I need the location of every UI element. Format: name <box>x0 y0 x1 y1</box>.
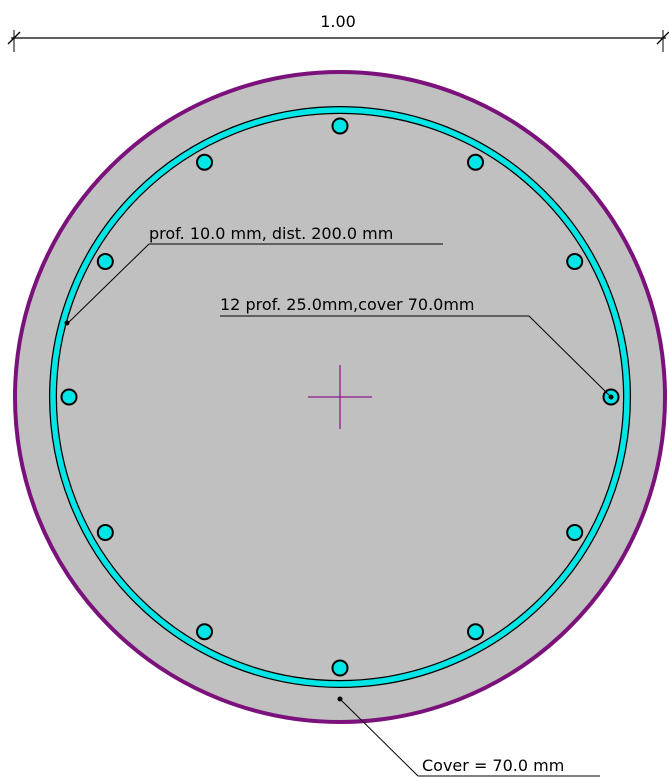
rebar <box>467 623 484 641</box>
rebar <box>96 524 114 541</box>
stirrup-leader-dot <box>64 320 70 326</box>
centroid-marker <box>308 365 372 429</box>
bars-annotation: 12 prof. 25.0mm,cover 70.0mm <box>220 295 610 396</box>
cover-leader-line <box>339 698 419 777</box>
dimension-value: 1.00 <box>320 12 356 31</box>
rebar <box>467 153 484 171</box>
stirrup-ring <box>49 106 631 688</box>
rebar <box>196 153 213 171</box>
rebar <box>60 388 78 406</box>
dimension-tick-left <box>7 31 21 45</box>
longitudinal-bars <box>60 117 620 677</box>
rebar-marker-dot <box>608 394 614 400</box>
stirrup-annotation: prof. 10.0 mm, dist. 200.0 mm <box>64 224 443 326</box>
cover-annotation: Cover = 70.0 mm <box>337 696 600 777</box>
rebar <box>331 117 349 135</box>
stirrup-leader-line <box>67 243 150 324</box>
bars-label: 12 prof. 25.0mm,cover 70.0mm <box>220 295 475 314</box>
rebar <box>566 253 584 270</box>
stirrup-label: prof. 10.0 mm, dist. 200.0 mm <box>149 224 393 243</box>
bars-leader-line <box>528 315 610 396</box>
dimension-tick-right <box>656 31 669 45</box>
rebar <box>96 253 114 270</box>
rebar <box>566 524 584 541</box>
width-dimension: 1.00 <box>7 12 669 52</box>
rebar <box>331 659 349 677</box>
rebar <box>196 623 213 641</box>
cover-label: Cover = 70.0 mm <box>422 756 564 775</box>
stirrup-body <box>50 107 630 687</box>
